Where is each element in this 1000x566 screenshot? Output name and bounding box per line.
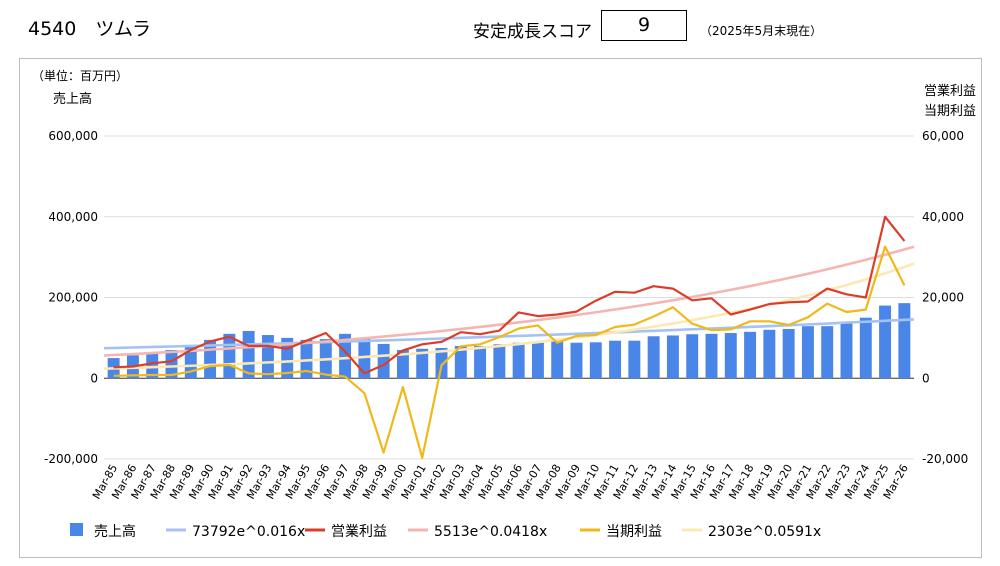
right-tick-label: 0 bbox=[922, 371, 930, 385]
legend-swatch bbox=[70, 523, 83, 536]
right-tick-label: 40,000 bbox=[922, 210, 964, 224]
sales-bars bbox=[107, 303, 911, 379]
sales-bar bbox=[261, 335, 274, 379]
legend-label: 5513e^0.0418x bbox=[434, 524, 547, 540]
sales-bar bbox=[435, 347, 448, 379]
sales-bar bbox=[647, 336, 660, 379]
sales-bar bbox=[782, 328, 795, 379]
sales-bar bbox=[531, 342, 544, 379]
sales-bar bbox=[898, 303, 911, 379]
right-tick-label: 20,000 bbox=[922, 291, 964, 305]
sales-bar bbox=[416, 348, 429, 379]
sales-bar bbox=[184, 345, 197, 379]
legend-label: 2303e^0.0591x bbox=[708, 524, 821, 540]
series-line bbox=[113, 245, 906, 459]
sales-bar bbox=[300, 339, 313, 379]
sales-bar bbox=[474, 345, 487, 379]
sales-bar bbox=[628, 340, 641, 379]
sales-bar bbox=[724, 333, 737, 379]
left-tick-label: 200,000 bbox=[48, 291, 98, 305]
left-tick-label: 400,000 bbox=[48, 210, 98, 224]
sales-bar bbox=[744, 331, 757, 379]
company-title: 4540 ツムラ bbox=[28, 18, 152, 40]
sales-bar bbox=[801, 326, 814, 379]
trend-line bbox=[103, 318, 915, 350]
chart-frame bbox=[19, 58, 982, 558]
sales-bar bbox=[705, 333, 718, 379]
trend-line bbox=[103, 245, 915, 357]
right-axis-title-operating: 営業利益 bbox=[924, 83, 976, 99]
sales-bar bbox=[396, 349, 409, 379]
left-axis-title: 売上高 bbox=[53, 91, 92, 107]
sales-bar bbox=[242, 331, 255, 379]
left-tick-label: 0 bbox=[90, 371, 98, 385]
sales-bar bbox=[589, 342, 602, 379]
sales-bar bbox=[551, 340, 564, 379]
sales-bar bbox=[377, 343, 390, 379]
sales-bar bbox=[454, 345, 467, 379]
legend: 売上高 73792e^0.016x 営業利益 5513e^0.0418x 当期利益 230… bbox=[70, 523, 821, 540]
legend-label: 73792e^0.016x bbox=[192, 524, 305, 540]
score-label: 安定成長スコア bbox=[473, 22, 592, 42]
sales-bar bbox=[281, 337, 294, 379]
sales-bar bbox=[223, 333, 236, 379]
sales-bar bbox=[840, 321, 853, 379]
sales-bar bbox=[609, 340, 622, 379]
sales-bar bbox=[821, 326, 834, 379]
right-axis-title-net: 当期利益 bbox=[924, 104, 976, 119]
sales-bar bbox=[570, 342, 583, 379]
left-tick-label: -200,000 bbox=[44, 452, 98, 466]
as-of-date: （2025年5月末現在） bbox=[700, 24, 823, 38]
sales-bar bbox=[146, 352, 159, 379]
left-tick-label: 600,000 bbox=[48, 129, 98, 143]
legend-label: 当期利益 bbox=[606, 524, 662, 540]
sales-bar bbox=[686, 334, 699, 379]
axis-labels: -200,000 0 200,000 400,000 600,000 -20,000 0 20… bbox=[44, 129, 968, 501]
sales-bar bbox=[204, 339, 217, 379]
sales-bar bbox=[879, 305, 892, 379]
legend-label: 営業利益 bbox=[331, 524, 387, 540]
unit-label: （単位：百万円） bbox=[32, 68, 128, 83]
sales-bar bbox=[666, 335, 679, 379]
sales-bar bbox=[763, 329, 776, 379]
score-value-box: 9 bbox=[601, 10, 687, 41]
series-line bbox=[113, 215, 906, 375]
right-tick-label: -20,000 bbox=[922, 452, 968, 466]
profit-lines bbox=[113, 215, 906, 459]
sales-bar bbox=[859, 317, 872, 379]
sales-bar bbox=[512, 342, 525, 379]
right-tick-label: 60,000 bbox=[922, 129, 964, 143]
gridlines bbox=[104, 135, 914, 460]
sales-bar bbox=[165, 349, 178, 379]
sales-bar bbox=[493, 344, 506, 379]
legend-label: 売上高 bbox=[94, 523, 136, 540]
sales-bar bbox=[339, 333, 352, 379]
